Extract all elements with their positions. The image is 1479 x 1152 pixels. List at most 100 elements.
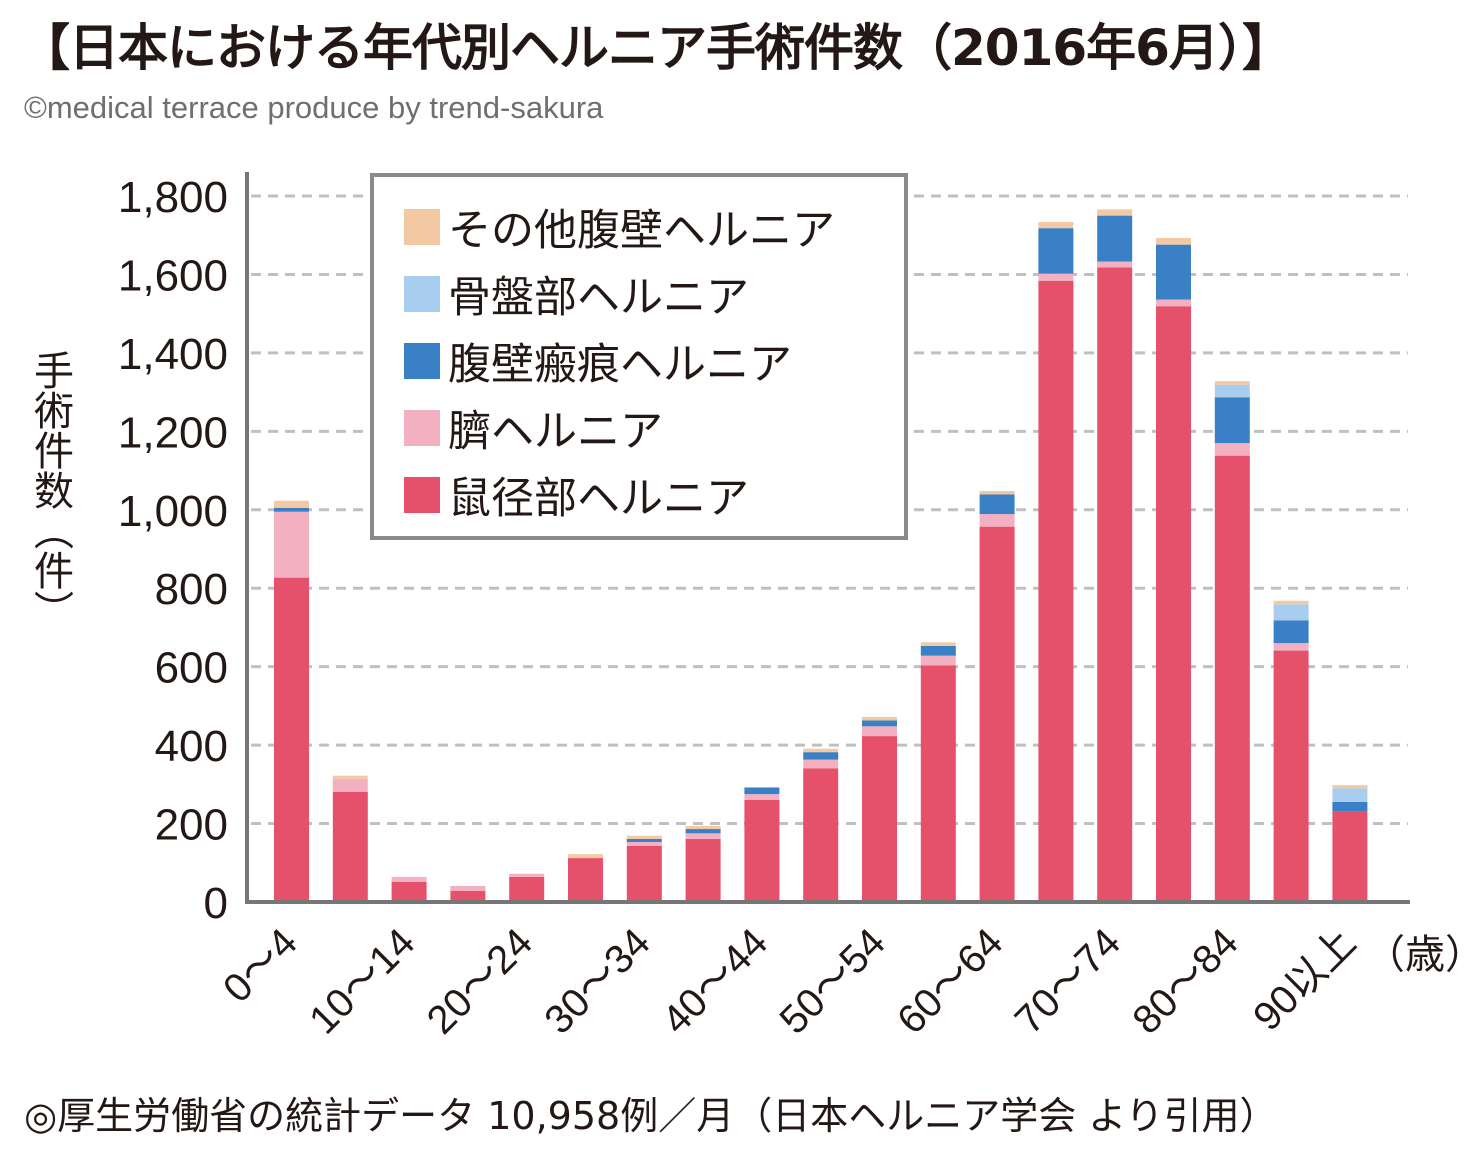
y-tick-label: 1,200	[118, 408, 228, 457]
legend-swatch-umbilical	[404, 410, 440, 446]
bar-segment-incisional	[626, 838, 662, 842]
legend-swatch-incisional	[404, 343, 440, 379]
bar-segment-other	[1156, 237, 1191, 245]
bar-segment-other	[685, 825, 721, 830]
bar-stack	[1273, 600, 1309, 902]
bar-segment-umbilical	[1156, 299, 1191, 307]
bar-segment-pelvic	[1332, 788, 1368, 802]
bar-stack	[685, 825, 721, 902]
bar-stack	[744, 787, 780, 902]
x-tick-label: 50〜54	[772, 920, 894, 1042]
bar-segment-umbilical	[391, 876, 427, 882]
y-tick-label: 0	[204, 879, 228, 928]
bar-segment-inguinal	[685, 838, 721, 902]
bar-segment-other	[803, 748, 839, 753]
bar-segment-inguinal	[509, 876, 545, 902]
x-tick-labels: 0〜410〜1420〜2430〜3440〜4450〜5460〜6470〜7480…	[215, 920, 1364, 1042]
legend-label: 鼠径部ヘルニア	[448, 474, 749, 524]
legend-swatch-other	[404, 209, 440, 245]
bar-segment-inguinal	[862, 736, 897, 902]
y-tick-label: 1,400	[118, 330, 228, 379]
bar-segment-incisional	[803, 752, 839, 760]
legend-swatch-pelvic	[404, 276, 440, 312]
y-axis-label: 手術件数（件）	[27, 350, 73, 630]
legend-item-pelvic: 骨盤部ヘルニア	[404, 264, 749, 324]
bar-segment-umbilical	[685, 833, 721, 839]
y-tick-label: 1,600	[118, 251, 228, 300]
x-tick-label: 20〜24	[419, 920, 541, 1042]
bar-segment-other	[1214, 381, 1250, 385]
bar-stack	[332, 775, 368, 902]
bar-segment-pelvic	[1273, 604, 1309, 621]
bar-segment-inguinal	[803, 768, 839, 902]
legend-item-incisional: 腹壁瘢痕ヘルニア	[404, 331, 792, 391]
x-tick-label: 90以上	[1245, 920, 1364, 1039]
bar-segment-inguinal	[1097, 267, 1133, 903]
bar-segment-other	[1038, 221, 1074, 229]
bar-stack	[509, 873, 545, 902]
legend-swatch-inguinal	[404, 477, 440, 513]
bar-segment-incisional	[274, 507, 309, 512]
bar-stack	[920, 642, 956, 902]
bar-segment-umbilical	[332, 778, 368, 792]
bar-segment-other	[862, 716, 897, 721]
bar-stack	[450, 885, 486, 902]
bar-segment-inguinal	[1273, 650, 1309, 902]
legend-label: その他腹壁ヘルニア	[448, 206, 835, 256]
bar-segment-inguinal	[1038, 280, 1074, 903]
bar-segment-umbilical	[274, 511, 309, 578]
legend-item-umbilical: 臍ヘルニア	[404, 398, 663, 458]
bar-stack	[391, 876, 427, 902]
bar-segment-umbilical	[1097, 261, 1133, 268]
bar-segment-incisional	[1273, 620, 1309, 644]
bar-segment-inguinal	[626, 845, 662, 902]
bar-segment-incisional	[1156, 244, 1191, 300]
x-tick-label: 30〜34	[536, 920, 658, 1042]
bar-segment-inguinal	[274, 577, 309, 902]
bar-segment-inguinal	[1156, 306, 1191, 902]
bar-segment-inguinal	[450, 891, 486, 902]
bar-segment-inguinal	[1214, 455, 1250, 902]
y-tick-label: 1,000	[118, 487, 228, 536]
y-tick-label: 800	[155, 565, 228, 614]
bar-segment-incisional	[1214, 397, 1250, 444]
bar-segment-inguinal	[332, 791, 368, 902]
x-tick-label: 80〜84	[1124, 920, 1246, 1042]
bar-segment-incisional	[920, 645, 956, 656]
bar-segment-incisional	[685, 829, 721, 834]
bar-segment-umbilical	[1038, 273, 1074, 281]
source-note: ◎厚生労働省の統計データ 10,958例／月（日本ヘルニア学会 より引用）	[24, 1094, 1278, 1138]
x-tick-label: 10〜14	[301, 920, 423, 1042]
bar-segment-umbilical	[509, 873, 545, 877]
bar-stack	[626, 835, 662, 902]
bar-stack	[803, 748, 839, 902]
y-tick-label: 400	[155, 722, 228, 771]
legend-label: 骨盤部ヘルニア	[448, 273, 749, 323]
x-axis-unit-label: （歳）	[1365, 933, 1479, 977]
legend-item-other: その他腹壁ヘルニア	[404, 197, 835, 257]
bar-segment-other	[1097, 209, 1133, 216]
axes	[245, 172, 1410, 904]
bar-segment-other	[274, 500, 309, 508]
bar-segment-other	[1332, 785, 1368, 789]
x-tick-label: 70〜74	[1007, 920, 1129, 1042]
legend: その他腹壁ヘルニア 骨盤部ヘルニア 腹壁瘢痕ヘルニア 臍ヘルニア 鼠径部ヘルニア	[370, 173, 908, 540]
legend-item-inguinal: 鼠径部ヘルニア	[404, 465, 749, 525]
bar-stack	[1156, 237, 1191, 902]
bar-segment-inguinal	[979, 526, 1015, 902]
bar-stack	[1038, 221, 1074, 903]
bar-segment-other	[626, 835, 662, 839]
y-tick-label: 1,800	[118, 173, 228, 222]
bar-segment-umbilical	[450, 885, 486, 892]
bar-segment-incisional	[1038, 228, 1074, 274]
legend-label: 腹壁瘢痕ヘルニア	[448, 340, 792, 390]
bar-segment-inguinal	[568, 858, 603, 902]
bar-segment-incisional	[862, 720, 897, 727]
bar-segment-umbilical	[1273, 643, 1309, 651]
bar-segment-inguinal	[1332, 811, 1368, 902]
bar-segment-incisional	[744, 787, 780, 795]
y-tick-labels: 0 200 400 600 800 1,000 1,200 1,400 1,600 1,800	[118, 173, 228, 928]
bar-segment-umbilical	[744, 794, 780, 801]
bar-stack	[1214, 381, 1250, 902]
x-tick-label: 0〜4	[215, 920, 306, 1011]
